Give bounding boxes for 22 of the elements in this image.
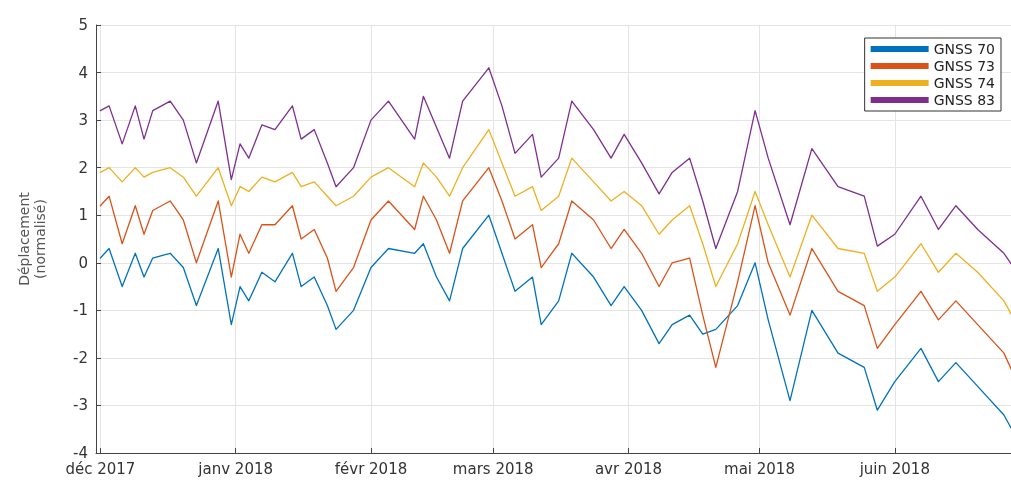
y-tick-label: 1 — [78, 206, 88, 225]
legend-label: GNSS 74 — [933, 75, 996, 91]
y-tick-label: -1 — [73, 301, 88, 320]
y-tick-label: -3 — [73, 396, 88, 415]
x-tick-label: déc 2017 — [65, 459, 136, 478]
y-tick-label: 3 — [78, 111, 88, 130]
x-tick-label: janv 2018 — [197, 459, 274, 478]
x-tick-label: févr 2018 — [334, 459, 408, 478]
y-tick-label: 2 — [78, 158, 88, 177]
y-tick-label: -4 — [73, 444, 88, 462]
x-tick-label: juin 2018 — [858, 459, 930, 478]
x-tick-label: mars 2018 — [452, 459, 534, 478]
y-tick-label: 5 — [78, 16, 88, 34]
y-tick-label: -2 — [73, 348, 88, 367]
legend-label: GNSS 73 — [933, 58, 995, 74]
legend-label: GNSS 70 — [933, 41, 995, 57]
legend-label: GNSS 83 — [933, 92, 995, 108]
x-tick-label: mai 2018 — [724, 459, 795, 478]
y-tick-label: 4 — [78, 63, 88, 82]
y-axis-title: Déplacement (normalisé) — [16, 191, 48, 286]
y-tick-label: 0 — [78, 253, 88, 272]
x-tick-label: avr 2018 — [594, 459, 663, 478]
